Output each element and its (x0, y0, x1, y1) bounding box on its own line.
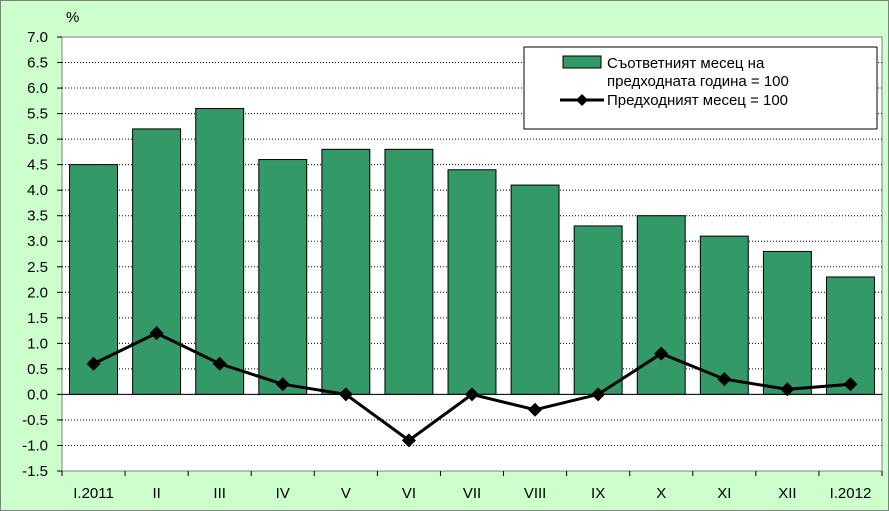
line-marker (86, 356, 101, 371)
line-marker (465, 387, 479, 402)
line-series (86, 326, 858, 448)
x-tick-label: XI (717, 485, 731, 502)
line-marker (212, 356, 227, 371)
legend-line-marker (576, 94, 588, 106)
x-tick-label: I.2012 (830, 485, 872, 502)
y-tick-label: 6.5 (27, 55, 48, 72)
y-tick-label: 7.0 (27, 29, 48, 46)
bar (636, 215, 686, 395)
bar (258, 159, 308, 395)
x-tick-label: IX (591, 485, 605, 502)
bar (825, 276, 875, 395)
line-marker (591, 387, 606, 402)
y-tick-label: 0.0 (27, 386, 48, 403)
y-tick-label: 4.5 (27, 157, 48, 174)
legend: Съответният месец на предходната година … (523, 46, 878, 130)
line-marker (338, 387, 353, 402)
bar (321, 148, 371, 395)
y-tick-label: 0.5 (27, 361, 48, 378)
line-marker (654, 346, 669, 361)
x-axis-ticks: I.2011 II III IV V VI VII VIII IX X XI XII I.2012 (61, 471, 883, 502)
x-tick-label: X (656, 485, 666, 502)
x-tick-label: VII (463, 485, 481, 502)
bar (510, 184, 560, 395)
y-tick-label: 6.0 (27, 80, 48, 97)
y-tick-label: 4.0 (27, 182, 48, 199)
bar (195, 107, 245, 395)
line-marker (401, 433, 416, 448)
line-marker (528, 402, 543, 417)
y-tick-label: 3.5 (27, 208, 48, 225)
bar (447, 169, 497, 395)
y-tick-label: -0.5 (22, 412, 48, 429)
legend-bar-label-line1: Съответният месец на (607, 55, 765, 72)
x-tick-label: XII (778, 485, 796, 502)
bar (384, 148, 434, 395)
y-tick-label: 2.5 (27, 259, 48, 276)
y-tick-label: 1.0 (27, 335, 48, 352)
x-tick-label: II (152, 485, 160, 502)
line-marker (717, 372, 732, 387)
y-tick-label: 3.0 (27, 233, 48, 250)
line-marker (843, 377, 858, 392)
bar (699, 235, 749, 395)
y-tick-label: -1.0 (22, 437, 48, 454)
x-tick-label: VI (402, 485, 416, 502)
y-tick-label: 2.0 (27, 284, 48, 301)
bar (132, 128, 182, 395)
y-axis-ticks: -1.5 -1.0 -0.5 0.0 0.5 1.0 1.5 2.0 2.5 3.0 3.5 4.0 4… (22, 29, 62, 480)
legend-line-label: Предходният месец = 100 (607, 92, 788, 109)
line-marker (275, 377, 290, 392)
y-tick-label: 1.5 (27, 310, 48, 327)
bar-series (69, 107, 875, 395)
x-tick-label: III (213, 485, 226, 502)
x-tick-label: I.2011 (73, 485, 114, 502)
bar (573, 225, 623, 395)
x-tick-label: V (341, 485, 351, 502)
line-marker (149, 326, 164, 341)
y-axis-label: % (66, 9, 79, 26)
bar (762, 250, 812, 395)
line-marker (780, 382, 795, 397)
y-tick-label: 5.5 (27, 106, 48, 123)
y-tick-label: -1.5 (22, 463, 48, 480)
legend-bar-label-line2: предходната година = 100 (607, 73, 789, 90)
legend-bar-swatch (562, 55, 602, 69)
x-tick-label: VIII (524, 485, 547, 502)
y-tick-label: 5.0 (27, 131, 48, 148)
x-tick-label: IV (276, 485, 290, 502)
